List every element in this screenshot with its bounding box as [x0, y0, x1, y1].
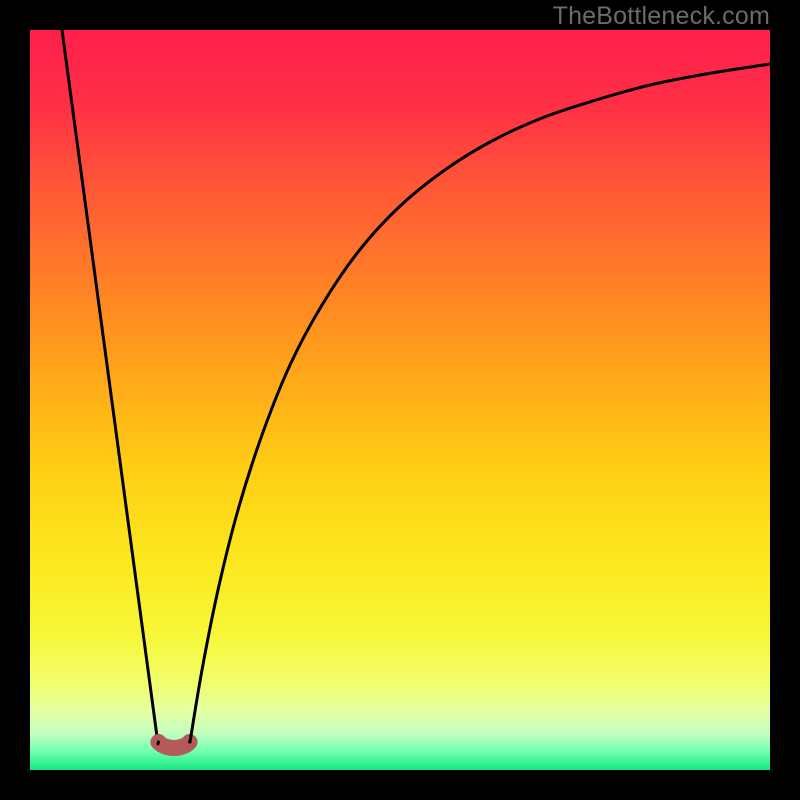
plot-area — [30, 30, 770, 770]
curves-layer — [30, 30, 770, 770]
watermark-text: TheBottleneck.com — [553, 2, 770, 31]
